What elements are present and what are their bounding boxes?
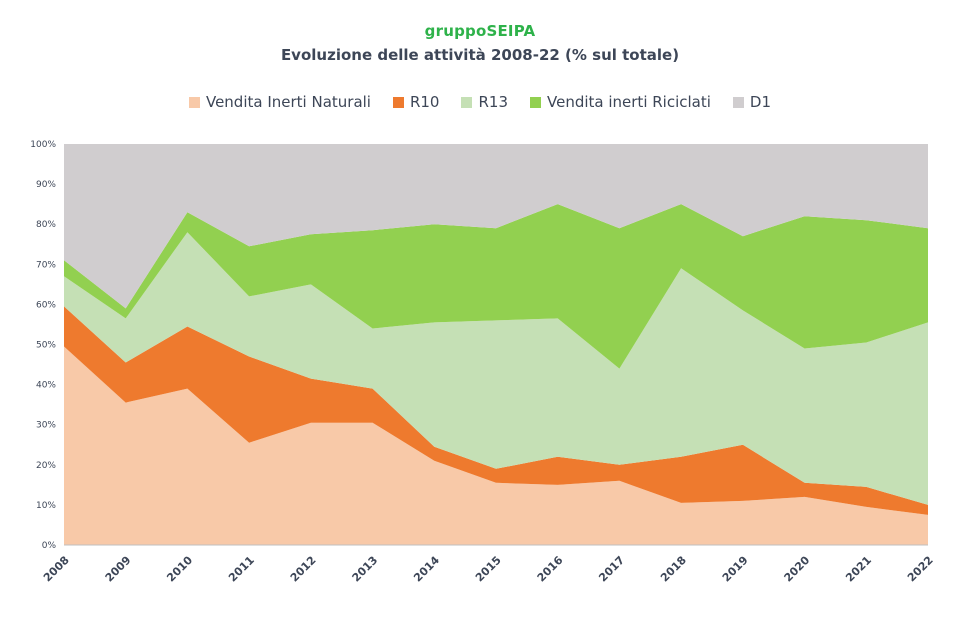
legend-item-r13: R13 [461, 93, 508, 111]
chart-title: Evoluzione delle attività 2008-22 (% sul… [280, 46, 680, 64]
y-tick-label: 40% [36, 381, 56, 391]
y-tick-label: 100% [30, 140, 56, 150]
legend-item-d1: D1 [732, 93, 772, 111]
area-series-d1 [64, 144, 928, 309]
y-tick-label: 50% [36, 341, 56, 351]
x-tick-label: 2018 [658, 554, 689, 585]
y-tick-label: 20% [36, 461, 56, 471]
x-tick-label: 2017 [596, 554, 627, 585]
brand-logo-text: gruppoSEIPA [424, 22, 536, 40]
area-series-vendita-inerti-riciclati [64, 204, 928, 369]
y-tick-label: 90% [36, 180, 56, 190]
y-tick-label: 30% [36, 421, 56, 431]
x-tick-label: 2011 [226, 554, 257, 585]
area-series-vendita-inerti-naturali [64, 346, 928, 545]
legend-item-vendita-inerti-riciclati: Vendita inerti Riciclati [530, 93, 711, 111]
legend-label: R10 [409, 93, 440, 111]
legend-label: Vendita Inerti Naturali [205, 93, 371, 111]
x-tick-label: 2022 [905, 554, 936, 585]
y-tick-label: 80% [36, 220, 56, 230]
y-tick-label: 10% [36, 501, 56, 511]
chart-legend: Vendita Inerti Naturali R10 R13 Vendita … [0, 93, 960, 111]
x-tick-label: 2016 [535, 553, 566, 584]
area-series-r10 [64, 306, 928, 515]
legend-label: D1 [749, 93, 772, 111]
x-tick-label: 2010 [164, 553, 195, 584]
x-tick-label: 2008 [41, 554, 72, 585]
x-tick-label: 2014 [411, 553, 442, 584]
legend-label: R13 [478, 93, 508, 111]
x-tick-label: 2012 [288, 554, 319, 585]
x-tick-label: 2021 [843, 554, 874, 585]
x-tick-label: 2009 [103, 554, 134, 585]
y-tick-label: 0% [42, 541, 57, 551]
legend-swatch [461, 96, 473, 108]
area-series-r13 [64, 232, 928, 505]
y-tick-label: 70% [36, 260, 56, 270]
legend-swatch [530, 96, 541, 108]
x-tick-label: 2013 [350, 554, 381, 585]
y-tick-label: 60% [36, 300, 56, 310]
legend-swatch [392, 96, 404, 108]
x-tick-label: 2019 [720, 554, 751, 585]
legend-swatch [732, 96, 744, 108]
x-tick-label: 2015 [473, 554, 504, 585]
legend-item-r10: R10 [392, 93, 440, 111]
legend-label: Vendita inerti Riciclati [547, 93, 711, 111]
legend-swatch [188, 96, 200, 108]
x-tick-label: 2020 [782, 553, 813, 584]
legend-item-vendita-inerti-naturali: Vendita Inerti Naturali [188, 93, 371, 111]
